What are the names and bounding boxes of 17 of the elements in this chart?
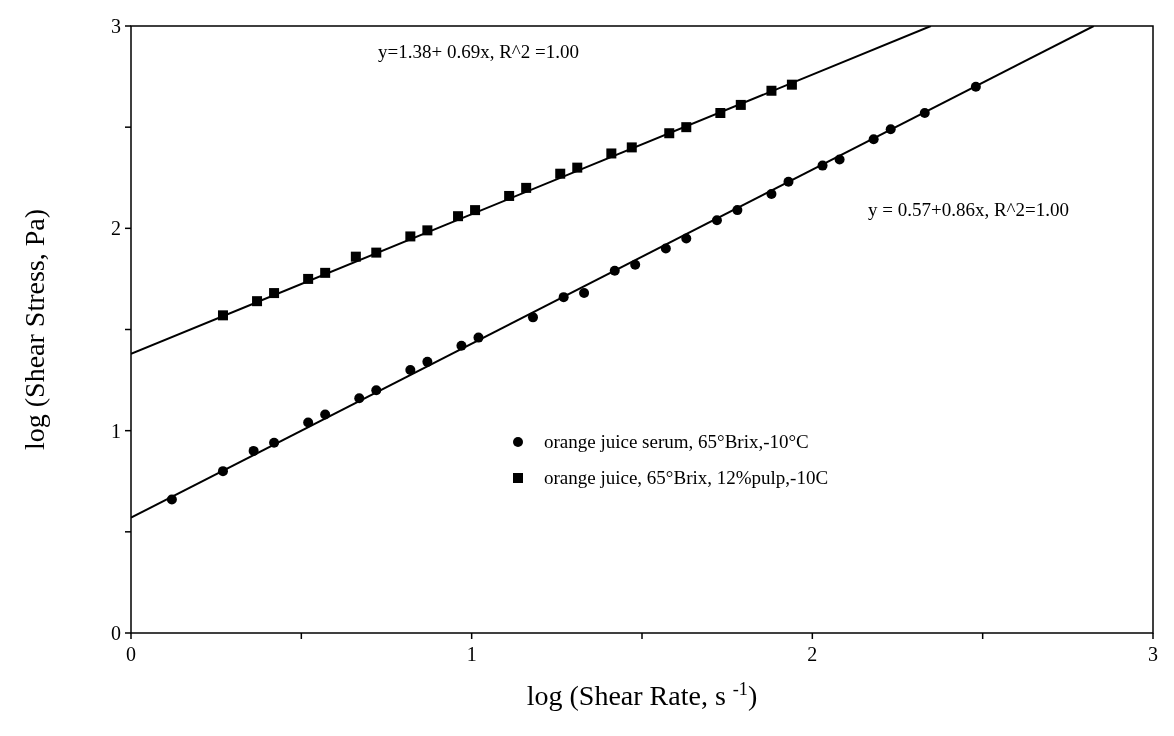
y-tick-label: 2 <box>111 217 121 240</box>
x-tick-label: 3 <box>1148 643 1158 665</box>
y-tick-label: 3 <box>111 15 121 37</box>
point <box>527 312 538 323</box>
x-tick-label: 2 <box>807 643 818 665</box>
annotation: y=1.38+ 0.69x, R^2 =1.00 <box>378 41 579 62</box>
x-tick-label: 1 <box>466 643 477 665</box>
x-tick-label: 0 <box>126 643 136 665</box>
y-tick-label: 1 <box>111 419 121 442</box>
y-tick-label: 0 <box>111 622 121 644</box>
x-axis-title: log (Shear Rate, s $^{-1}$) <box>526 679 758 711</box>
point <box>405 364 416 375</box>
annotation: y = 0.57+0.86x, R^2=1.00 <box>868 199 1069 220</box>
legend-label: orange juice serum, 65°Brix,-10°C <box>544 431 809 452</box>
point <box>579 288 590 299</box>
y-axis-title: log (Shear Stress, Pa) <box>19 208 50 451</box>
legend-label: orange juice, 65°Brix, 12%pulp,-10C <box>544 467 829 488</box>
